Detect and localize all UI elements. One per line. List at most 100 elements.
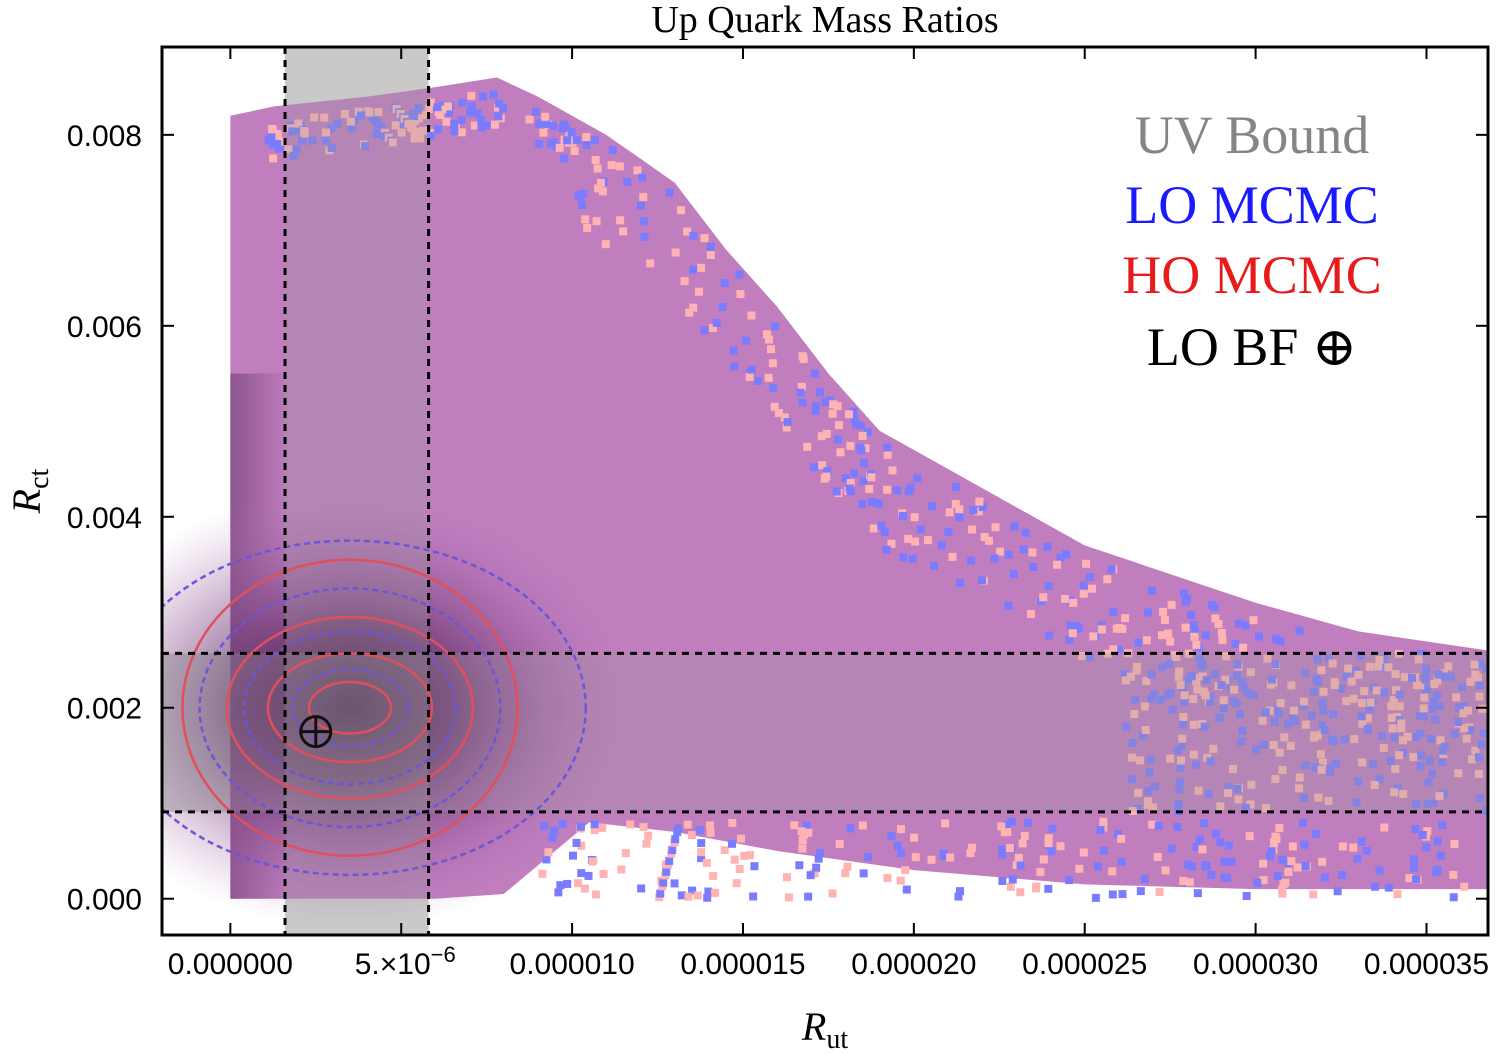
mcmc-sample-upper <box>327 124 336 133</box>
mcmc-sample-tail <box>1142 677 1151 686</box>
mcmc-sample-tail <box>1319 706 1328 715</box>
mcmc-sample-tail <box>1209 744 1218 753</box>
mcmc-sample-tail <box>1386 756 1395 765</box>
mcmc-sample-lower <box>997 822 1006 831</box>
mcmc-sample-upper <box>1357 699 1366 708</box>
mcmc-sample-lower <box>1275 824 1284 833</box>
mcmc-sample-tail <box>1419 704 1428 713</box>
mcmc-sample-upper <box>591 155 600 164</box>
mcmc-sample-tail <box>1435 792 1444 801</box>
mcmc-sample-upper <box>683 227 692 236</box>
mcmc-sample-lower <box>598 823 607 832</box>
mcmc-sample-upper <box>1440 742 1449 751</box>
mcmc-sample-lower <box>997 845 1006 854</box>
mcmc-sample-upper <box>1028 548 1037 557</box>
mcmc-sample-upper <box>577 201 586 210</box>
mcmc-sample-lower <box>1023 818 1032 827</box>
mcmc-sample-upper <box>633 166 642 175</box>
x-axis-label-sub: ut <box>826 1024 848 1054</box>
mcmc-sample-upper <box>720 279 729 288</box>
mcmc-sample-lower <box>639 823 648 832</box>
mcmc-sample-tail <box>1316 750 1325 759</box>
mcmc-sample-tail <box>1189 720 1198 729</box>
mcmc-sample-upper <box>856 421 865 430</box>
mcmc-sample-tail <box>1423 800 1432 809</box>
x-axis-label-base: R <box>801 1004 826 1049</box>
mcmc-sample-lower <box>910 833 919 842</box>
mcmc-sample-tail <box>1429 799 1438 808</box>
mcmc-sample-upper <box>1429 697 1438 706</box>
mcmc-sample-tail <box>1421 664 1430 673</box>
mcmc-sample-lower <box>941 819 950 828</box>
mcmc-sample-tail <box>1158 663 1167 672</box>
mcmc-sample-lower <box>740 851 749 860</box>
plot-frame <box>160 45 1490 937</box>
mcmc-sample-upper <box>747 365 756 374</box>
mcmc-sample-lower <box>804 892 813 901</box>
mcmc-sample-upper <box>1056 553 1065 562</box>
mcmc-sample-upper <box>782 423 791 432</box>
mcmc-sample-upper <box>267 133 276 142</box>
mcmc-sample-lower <box>1278 885 1287 894</box>
mcmc-sample-upper <box>1172 653 1181 662</box>
mcmc-sample-upper <box>1060 594 1069 603</box>
mcmc-sample-lower <box>1153 852 1162 861</box>
mcmc-sample-tail <box>1291 717 1300 726</box>
x-axis-ticks: 0.000000 5.×10−6 0.000010 0.000015 0.000020 0… <box>168 47 1489 981</box>
mcmc-sample-tail <box>1482 806 1488 815</box>
mcmc-sample-upper <box>1167 600 1176 609</box>
mcmc-sample-upper <box>636 201 645 210</box>
mcmc-sample-upper <box>768 359 777 368</box>
mcmc-sample-lower <box>558 819 567 828</box>
mcmc-sample-upper <box>1143 608 1152 617</box>
mcmc-sample-tail <box>1237 677 1246 686</box>
mcmc-sample-upper <box>1463 706 1472 715</box>
mcmc-sample-lower <box>1185 878 1194 887</box>
mcmc-sample-upper <box>1206 692 1215 701</box>
mcmc-sample-upper <box>356 111 365 120</box>
mcmc-sample-lower <box>1183 860 1192 869</box>
mcmc-sample-upper <box>598 187 607 196</box>
mcmc-sample-upper <box>433 103 442 112</box>
mcmc-sample-lower <box>843 862 852 871</box>
mcmc-sample-upper <box>1010 522 1019 531</box>
mcmc-sample-upper <box>542 120 551 129</box>
mcmc-sample-lower <box>1117 834 1126 843</box>
mcmc-sample-lower <box>1108 867 1117 876</box>
mcmc-sample-tail <box>1177 756 1186 765</box>
mcmc-sample-upper <box>490 120 499 129</box>
mcmc-sample-upper <box>1459 709 1468 718</box>
mcmc-sample-upper <box>893 486 902 495</box>
mcmc-sample-upper <box>951 482 960 491</box>
mcmc-sample-upper <box>1089 632 1098 641</box>
mcmc-sample-lower <box>1301 861 1310 870</box>
mcmc-sample-tail <box>1200 722 1209 731</box>
mcmc-sample-lower <box>1192 843 1201 852</box>
mcmc-sample-lower <box>1154 821 1163 830</box>
mcmc-sample-upper <box>1103 649 1112 658</box>
mcmc-sample-lower <box>1311 829 1320 838</box>
mcmc-sample-lower <box>1450 839 1459 848</box>
mcmc-sample-upper <box>639 192 648 201</box>
x-tick-exponent: −6 <box>431 942 456 967</box>
mcmc-sample-tail <box>1192 760 1201 769</box>
mcmc-sample-upper <box>596 178 605 187</box>
mcmc-sample-upper <box>444 102 453 111</box>
mcmc-sample-tail <box>1249 691 1258 700</box>
mcmc-sample-lower <box>591 890 600 899</box>
mcmc-sample-lower <box>1014 853 1023 862</box>
mcmc-sample-upper <box>273 131 282 140</box>
mcmc-sample-upper <box>916 525 925 534</box>
mcmc-sample-lower <box>1433 837 1442 846</box>
mcmc-sample-lower <box>939 849 948 858</box>
mcmc-sample-lower <box>697 839 706 848</box>
mcmc-sample-tail <box>1434 670 1443 679</box>
mcmc-sample-lower <box>540 822 549 831</box>
mcmc-sample-upper <box>816 388 825 397</box>
mcmc-sample-upper <box>1174 672 1183 681</box>
mcmc-sample-tail <box>1224 789 1233 798</box>
mcmc-sample-lower <box>576 822 585 831</box>
mcmc-sample-tail <box>1450 729 1459 738</box>
mcmc-sample-upper <box>477 115 486 124</box>
mcmc-sample-upper <box>841 474 850 483</box>
